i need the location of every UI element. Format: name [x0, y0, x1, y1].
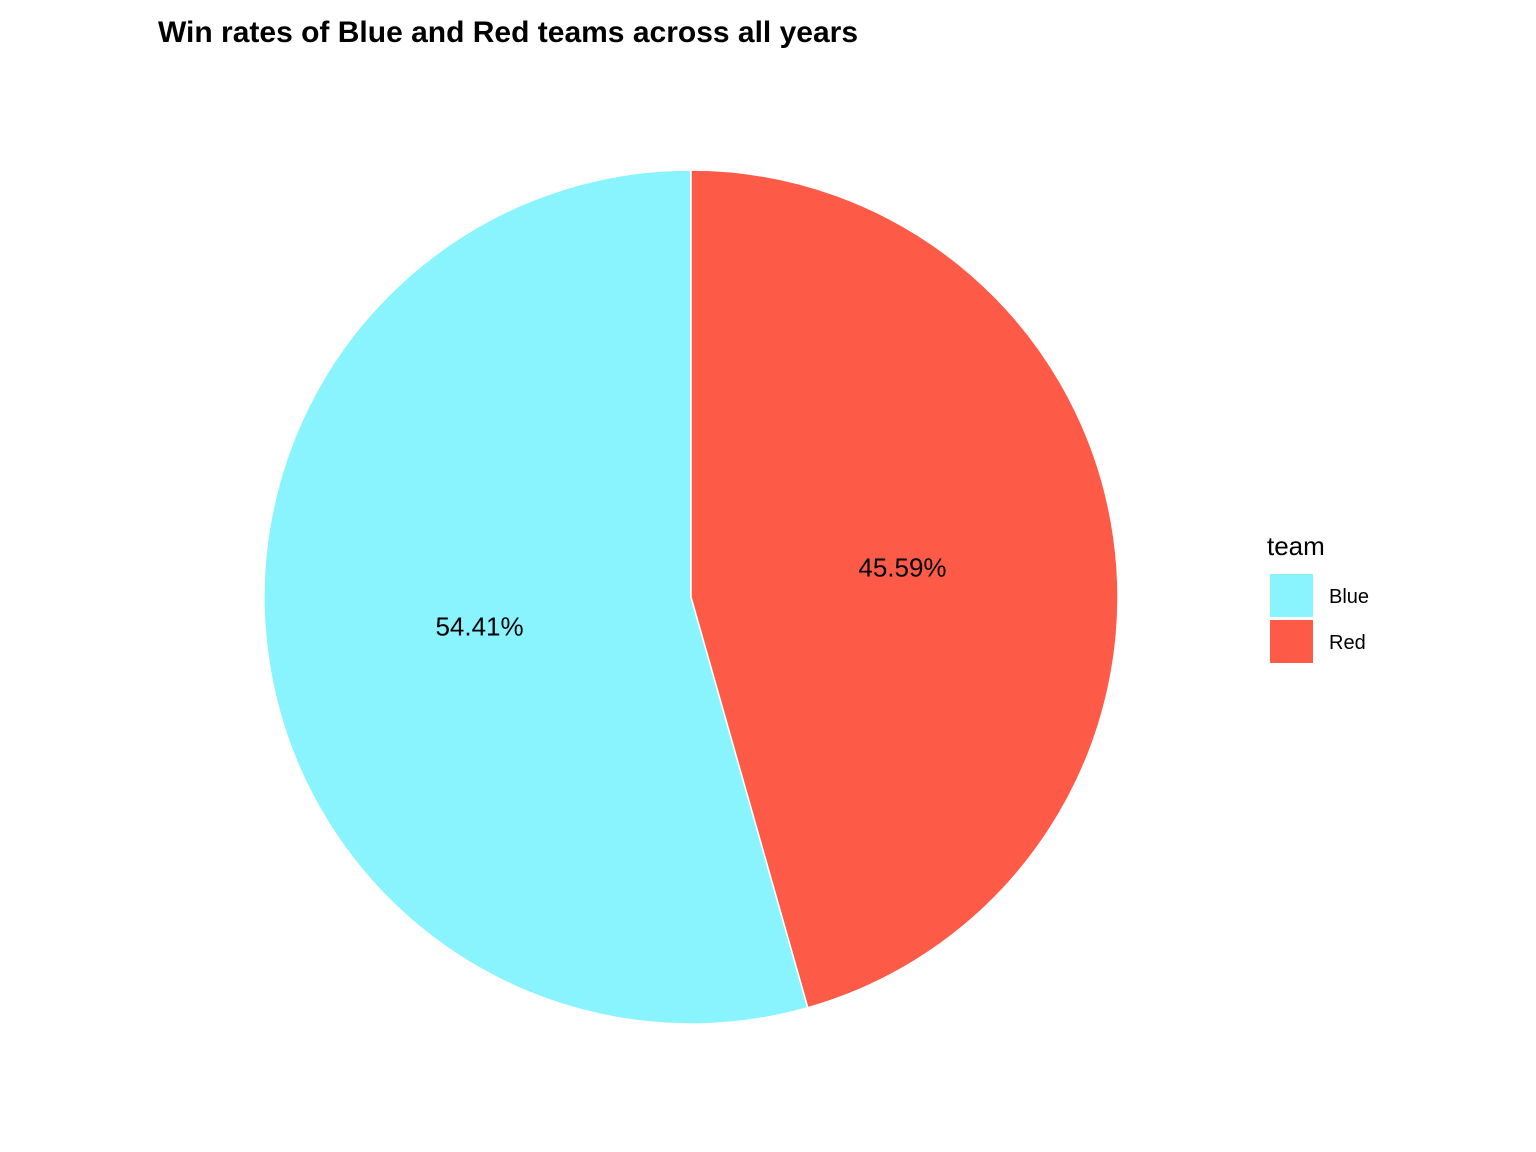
- slice-label-red: 45.59%: [858, 553, 946, 583]
- pie-slice-labels: 54.41% 45.59%: [435, 553, 946, 642]
- legend-label-red: Red: [1329, 632, 1366, 654]
- legend-swatch-blue: [1270, 574, 1313, 617]
- slice-label-blue: 54.41%: [435, 611, 523, 641]
- pie-slices: [263, 169, 1119, 1025]
- legend-title: team: [1267, 531, 1325, 561]
- pie-slice-red: [690, 169, 1119, 1009]
- legend-items: Blue Red: [1270, 574, 1369, 663]
- legend-swatch-red: [1270, 620, 1313, 663]
- legend-label-blue: Blue: [1329, 586, 1369, 608]
- chart-title: Win rates of Blue and Red teams across a…: [158, 16, 858, 49]
- legend: team Blue Red: [1267, 531, 1369, 663]
- pie-slice-blue: [263, 169, 809, 1025]
